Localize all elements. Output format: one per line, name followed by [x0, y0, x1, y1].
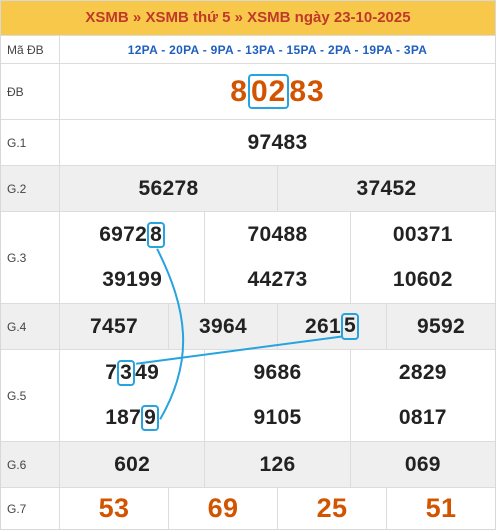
- prize-2-value: 56278: [138, 176, 199, 200]
- prize-5-value: 187 9: [60, 396, 204, 442]
- code-label: Mã ĐB: [1, 36, 60, 63]
- prize-6-value: 126: [204, 442, 349, 487]
- prize-3-value: 10602: [349, 257, 495, 303]
- prize-5-value: 2829: [349, 350, 495, 396]
- prize-3-value: 39199: [102, 268, 163, 292]
- breadcrumb-date-link[interactable]: XSMB ngày 23-10-2025: [247, 9, 411, 26]
- prize-5-value: 7 3 49: [60, 350, 204, 396]
- digit-group: 83: [289, 74, 325, 108]
- highlighted-digit: 8: [147, 221, 166, 248]
- prize-5-row: G.5 7 3 49 9686 2829 187 9 9105 0817: [1, 349, 495, 441]
- special-codes: 12PA - 20PA - 9PA - 13PA - 15PA - 2PA - …: [127, 42, 428, 57]
- prize-3-row: G.3 6972 8 70488 00371 39199 44273 10602: [1, 211, 495, 303]
- special-prize-label: ĐB: [1, 64, 60, 119]
- prize-7-value: 53: [98, 493, 130, 523]
- highlighted-digit: 3: [117, 359, 136, 386]
- prize-5-value: 9105: [204, 395, 349, 441]
- code-row: Mã ĐB 12PA - 20PA - 9PA - 13PA - 15PA - …: [1, 35, 495, 63]
- prize-4-value: 9592: [386, 304, 495, 349]
- prize-4-value: 3964: [168, 304, 277, 349]
- prize-6-label: G.6: [1, 442, 60, 487]
- prize-3-label: G.3: [1, 212, 60, 303]
- special-prize-row: ĐB 8 02 83: [1, 63, 495, 119]
- highlighted-digit: 9: [141, 405, 160, 432]
- breadcrumb-separator: »: [234, 9, 243, 26]
- breadcrumb-xsmb-thu5-link[interactable]: XSMB thứ 5: [145, 9, 231, 26]
- digit-group: 8: [230, 74, 248, 108]
- prize-7-value: 69: [168, 488, 277, 529]
- prize-5-label: G.5: [1, 350, 60, 441]
- prize-4-value: 7457: [90, 314, 138, 338]
- prize-1-label: G.1: [1, 120, 60, 165]
- prize-3-value: 44273: [204, 257, 349, 303]
- breadcrumb-separator: »: [132, 9, 142, 26]
- digit-group: 261: [305, 314, 341, 338]
- prize-3-value: 70488: [204, 212, 349, 258]
- digit-group: 7: [105, 360, 118, 384]
- prize-1-value: 97483: [247, 130, 308, 154]
- prize-7-row: G.7 53 69 25 51: [1, 487, 495, 529]
- breadcrumb-xsmb-link[interactable]: XSMB: [85, 9, 129, 26]
- special-prize-value: 8 02 83: [60, 64, 495, 119]
- prize-5-value: 9686: [204, 350, 349, 396]
- prize-2-label: G.2: [1, 166, 60, 211]
- prize-2-value: 37452: [277, 166, 495, 211]
- prize-7-value: 51: [386, 488, 495, 529]
- digit-group: 187: [105, 406, 142, 430]
- prize-4-row: G.4 7457 3964 261 5 9592: [1, 303, 495, 349]
- digit-group: 49: [135, 360, 160, 384]
- prize-3-value: 00371: [349, 212, 495, 258]
- prize-3-value: 6972 8: [60, 212, 204, 258]
- highlighted-digit: 5: [340, 313, 359, 340]
- prize-6-row: G.6 602 126 069: [1, 441, 495, 487]
- breadcrumb: XSMB » XSMB thứ 5 » XSMB ngày 23-10-2025: [1, 1, 495, 35]
- prize-2-row: G.2 56278 37452: [1, 165, 495, 211]
- prize-5-value: 0817: [349, 395, 495, 441]
- prize-6-value: 602: [114, 452, 151, 476]
- highlighted-digits: 02: [247, 73, 290, 110]
- prize-4-label: G.4: [1, 304, 60, 349]
- prize-1-row: G.1 97483: [1, 119, 495, 165]
- prize-6-value: 069: [349, 442, 495, 487]
- prize-7-label: G.7: [1, 488, 60, 529]
- digit-group: 6972: [99, 222, 148, 246]
- prize-7-value: 25: [277, 488, 386, 529]
- prize-4-value: 261 5: [277, 304, 386, 349]
